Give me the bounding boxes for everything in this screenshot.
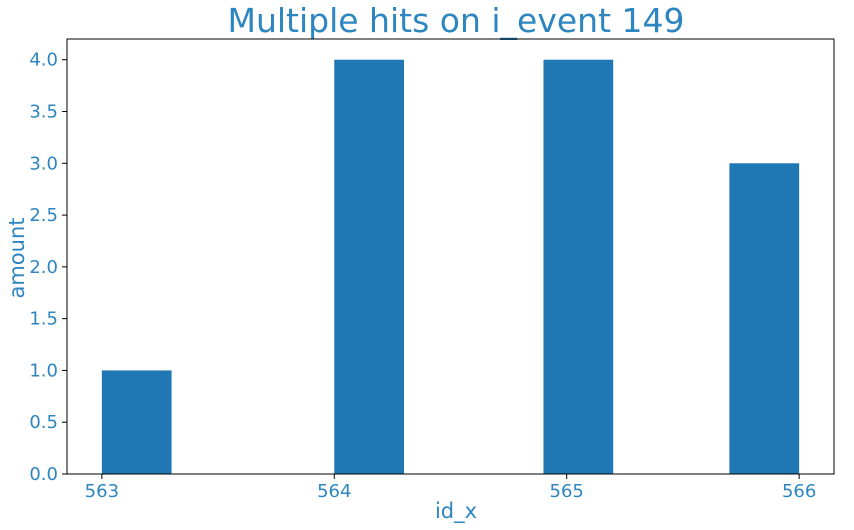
x-tick-label: 565 <box>550 481 584 502</box>
y-tick-label: 1.0 <box>29 360 58 381</box>
y-axis-label: amount <box>5 217 29 298</box>
bar-2 <box>334 59 405 474</box>
x-axis-label: id_x <box>435 499 477 524</box>
bar-4 <box>729 163 800 475</box>
x-tick-label: 563 <box>85 481 119 502</box>
y-tick-label: 1.5 <box>29 309 58 330</box>
bars-layer <box>101 59 800 475</box>
y-tick-label: 2.5 <box>29 205 58 226</box>
x-tick-label: 566 <box>782 481 816 502</box>
y-tick-label: 0.0 <box>29 464 58 485</box>
y-tick-label: 3.5 <box>29 102 58 123</box>
x-tick-label: 564 <box>317 481 351 502</box>
bar-1 <box>101 370 172 474</box>
y-tick-label: 2.0 <box>29 257 58 278</box>
y-tick-label: 3.0 <box>29 153 58 174</box>
y-tick-label: 4.0 <box>29 50 58 71</box>
plot-frame <box>66 38 835 475</box>
x-axis-ticks: 563 564 565 566 <box>85 474 816 502</box>
y-axis-ticks: 0.0 0.5 1.0 1.5 2.0 2.5 3.0 3.5 4.0 <box>29 50 67 485</box>
chart-title: Multiple hits on i_event 149 <box>227 1 684 40</box>
bar-3 <box>543 59 614 474</box>
y-tick-label: 0.5 <box>29 412 58 433</box>
